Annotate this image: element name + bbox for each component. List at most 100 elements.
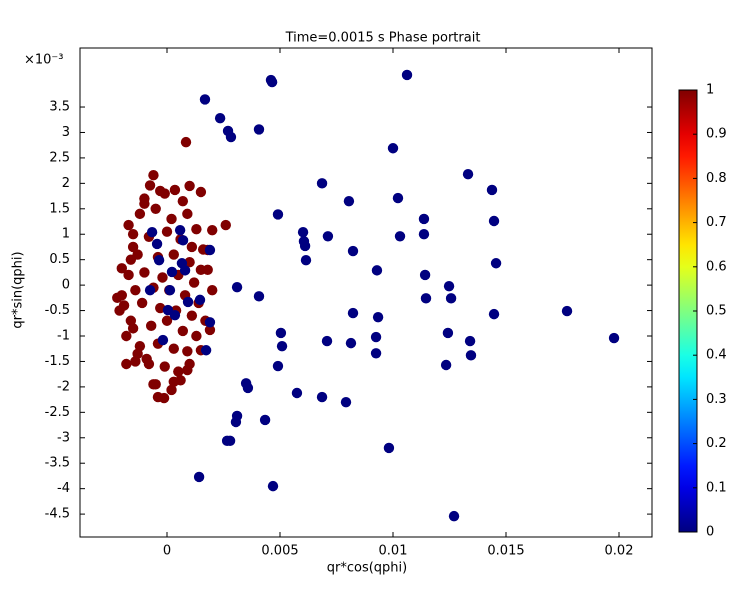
point bbox=[272, 360, 284, 372]
colorbar-tick-label: 1 bbox=[706, 83, 714, 98]
point bbox=[168, 343, 179, 354]
point bbox=[322, 231, 334, 242]
point bbox=[418, 229, 430, 240]
point bbox=[155, 185, 166, 197]
point bbox=[182, 208, 193, 220]
colorbar-tick-label: 0.7 bbox=[706, 215, 727, 230]
y-tick-label: -1.5 bbox=[45, 354, 70, 369]
y-tick-label: 3 bbox=[62, 125, 70, 140]
point bbox=[204, 324, 216, 336]
point bbox=[464, 335, 476, 347]
point bbox=[291, 387, 303, 399]
colorbar-tick-label: 0.9 bbox=[706, 127, 727, 142]
point bbox=[177, 325, 189, 337]
point bbox=[442, 327, 454, 339]
point bbox=[420, 293, 432, 304]
point bbox=[157, 272, 168, 283]
y-tick-label: -0.5 bbox=[45, 303, 70, 318]
point bbox=[127, 323, 139, 334]
point bbox=[195, 186, 207, 198]
point bbox=[220, 219, 231, 231]
y-tick-label: -3 bbox=[57, 430, 70, 445]
y-tick-label: 2.5 bbox=[49, 150, 70, 165]
point bbox=[207, 285, 218, 296]
point bbox=[242, 382, 254, 394]
point bbox=[164, 285, 176, 296]
y-axis-label: qr*sin(qphi) bbox=[11, 251, 26, 328]
chart-title: Time=0.0015 s Phase portrait bbox=[285, 31, 481, 46]
point bbox=[259, 414, 271, 426]
y-tick-label: 0 bbox=[62, 278, 70, 293]
point bbox=[272, 209, 284, 220]
point bbox=[225, 131, 237, 143]
point bbox=[123, 219, 134, 231]
colorbar-tick-label: 0.4 bbox=[706, 348, 727, 363]
point bbox=[462, 168, 474, 180]
point bbox=[148, 170, 159, 181]
point bbox=[125, 254, 137, 265]
point bbox=[136, 297, 148, 309]
point bbox=[186, 241, 198, 253]
point bbox=[370, 348, 382, 359]
point bbox=[488, 308, 500, 320]
point bbox=[121, 330, 132, 342]
point bbox=[387, 143, 399, 154]
point bbox=[177, 195, 189, 207]
point bbox=[321, 335, 333, 347]
point bbox=[166, 266, 178, 278]
point bbox=[139, 267, 150, 278]
point bbox=[347, 245, 359, 257]
point bbox=[231, 281, 243, 293]
point bbox=[276, 340, 288, 352]
point bbox=[123, 269, 134, 281]
colorbar-tick-label: 0.3 bbox=[706, 392, 727, 407]
point bbox=[121, 358, 132, 370]
point bbox=[116, 263, 128, 274]
point bbox=[132, 348, 143, 360]
point bbox=[169, 184, 181, 196]
point bbox=[371, 265, 383, 276]
y-tick-label: -1 bbox=[57, 329, 70, 344]
point bbox=[253, 124, 265, 135]
point bbox=[157, 334, 169, 346]
point bbox=[372, 311, 384, 323]
point bbox=[343, 195, 355, 207]
point bbox=[486, 184, 498, 196]
point bbox=[146, 227, 158, 238]
point bbox=[186, 310, 198, 321]
y-tick-label: -4.5 bbox=[45, 507, 70, 522]
point bbox=[392, 192, 404, 204]
point bbox=[141, 353, 152, 365]
point bbox=[127, 229, 139, 240]
point bbox=[214, 113, 226, 124]
point bbox=[443, 280, 455, 292]
point bbox=[370, 331, 382, 343]
colorbar-tick-label: 0.5 bbox=[706, 304, 727, 319]
point bbox=[191, 223, 202, 235]
point bbox=[200, 345, 212, 356]
point bbox=[297, 227, 309, 238]
point bbox=[169, 309, 181, 321]
point bbox=[179, 265, 191, 276]
point bbox=[161, 315, 173, 326]
y-tick-label: 3.5 bbox=[49, 100, 70, 115]
point bbox=[193, 471, 205, 483]
point bbox=[345, 337, 357, 349]
point bbox=[195, 264, 207, 276]
point bbox=[159, 361, 170, 372]
point bbox=[316, 391, 328, 403]
point bbox=[300, 254, 312, 266]
point bbox=[221, 435, 233, 447]
y-tick-label: 2 bbox=[62, 176, 70, 191]
x-axis-label: qr*cos(qphi) bbox=[327, 561, 407, 576]
point bbox=[177, 235, 189, 246]
point bbox=[440, 359, 452, 371]
point bbox=[267, 480, 279, 492]
point bbox=[266, 76, 278, 88]
x-tick-label: 0.01 bbox=[379, 544, 408, 559]
point bbox=[561, 305, 573, 317]
point bbox=[275, 327, 287, 339]
x-tick-label: 0.015 bbox=[487, 544, 524, 559]
point bbox=[174, 224, 186, 236]
point bbox=[182, 346, 193, 357]
